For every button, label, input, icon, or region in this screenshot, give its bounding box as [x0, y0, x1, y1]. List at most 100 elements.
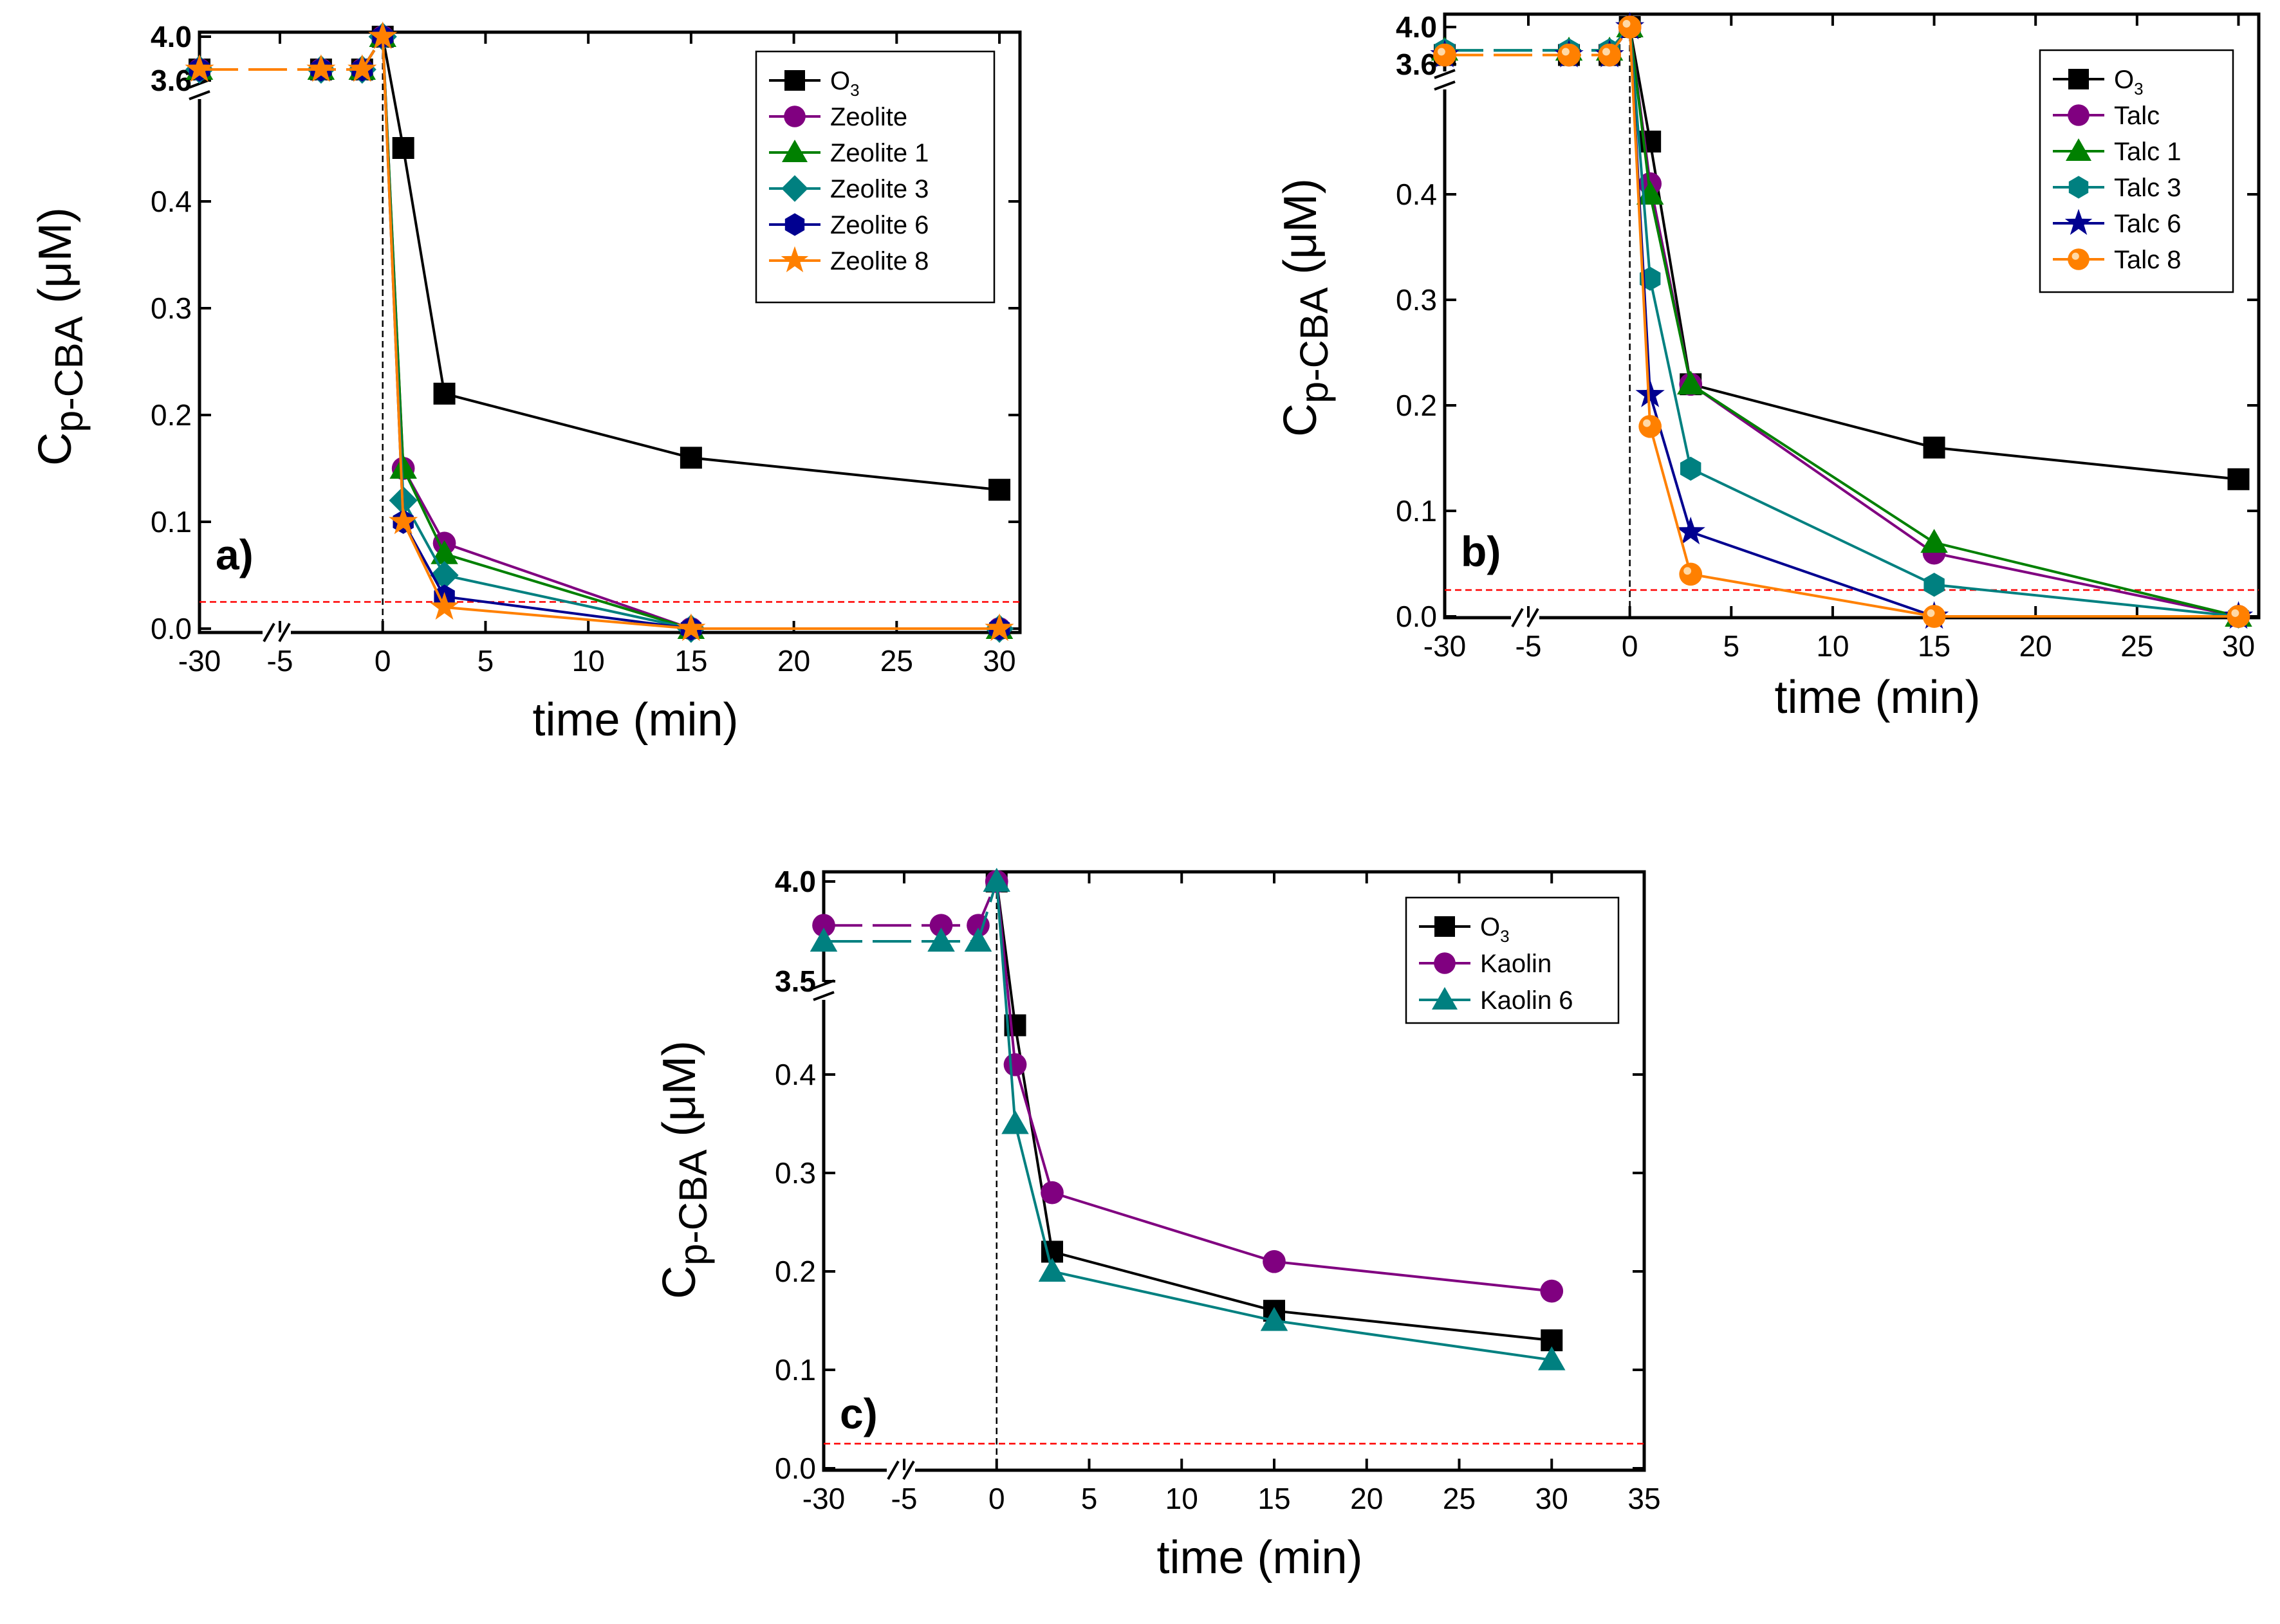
x-tick-label: 10: [1816, 629, 1849, 663]
y-axis-label: Cp-CBA (μM): [30, 207, 91, 466]
legend-marker: [784, 70, 805, 91]
series-baseline: [824, 881, 998, 927]
series-baseline: [199, 35, 384, 71]
data-point: [985, 613, 1014, 641]
y-tick-label: 0.3: [1396, 283, 1437, 317]
legend-marker: [2068, 104, 2090, 126]
legend-label: Zeolite 6: [830, 211, 929, 239]
data-point: [1923, 573, 1945, 597]
x-tick-label: 20: [777, 644, 810, 678]
x-tick-label: 30: [1535, 1482, 1568, 1515]
x-tick-label: -5: [1515, 629, 1542, 663]
data-point: [431, 540, 458, 564]
chart-panel-1: -30 -5 0 5 10 15 20 25 300.00.10.20.30.43.64.0O3…: [30, 20, 1022, 746]
data-point: [1003, 1053, 1027, 1076]
x-tick-label: 15: [1918, 629, 1951, 663]
legend-marker: [2066, 138, 2091, 161]
data-point: [1038, 1257, 1066, 1282]
series-baseline: [824, 881, 998, 943]
y-tick-label: 0.4: [151, 185, 192, 218]
x-axis-break-mark: [263, 623, 275, 642]
x-tick-label: 10: [572, 644, 605, 678]
x-tick-label: -30: [178, 644, 221, 678]
y-tick-label: 0.2: [151, 398, 192, 432]
y-tick-label: 0.0: [1396, 600, 1437, 633]
data-point: [927, 927, 955, 952]
x-axis-break-mark: [278, 623, 291, 642]
y-axis-break-mark: [1434, 80, 1456, 91]
series-baseline: [1445, 26, 1631, 52]
legend-label: Kaolin 6: [1480, 986, 1573, 1015]
y-tick-label: 0.3: [151, 291, 192, 325]
data-point: [1635, 379, 1665, 407]
plot-frame: [822, 870, 1646, 1472]
data-point: [389, 454, 417, 479]
legend-marker: [781, 246, 809, 273]
x-tick-label: 30: [983, 644, 1015, 678]
y-tick-label-upper: 4.0: [151, 20, 192, 53]
data-point: [983, 867, 1010, 892]
data-point: [1557, 43, 1580, 67]
data-point: [1920, 528, 1948, 553]
panel-label: b): [1461, 528, 1501, 575]
data-point: [348, 54, 377, 82]
y-tick-label-upper: 4.0: [775, 865, 816, 898]
x-tick-label: 15: [674, 644, 707, 678]
x-tick-label: 15: [1257, 1482, 1290, 1515]
data-point: [392, 137, 414, 159]
data-point: [1001, 1110, 1029, 1134]
data-point: [1923, 436, 1945, 459]
plot-frame: [1443, 12, 2261, 620]
legend-marker: [1434, 952, 1456, 974]
data-point: [1676, 370, 1705, 395]
data-point: [429, 592, 459, 620]
x-tick-label: 0: [1622, 629, 1638, 663]
y-axis-label: Cp-CBA (μM): [1275, 178, 1336, 437]
y-tick-label-upper: 4.0: [1396, 10, 1437, 44]
legend: O3 Kaolin Kaolin 6: [1405, 896, 1620, 1024]
legend-label: Talc 8: [2114, 246, 2182, 274]
y-tick-label: 0.1: [1396, 494, 1437, 528]
x-axis-break-mark: [887, 1461, 900, 1480]
chart-panel-3: -30 -5 0 5 10 15 20 25 30 35 0.0 0.1 0.2 0.3 0.4 3.5 4.0…: [654, 865, 1661, 1583]
data-point: [2227, 605, 2250, 628]
data-point: [368, 21, 398, 50]
data-point: [1263, 1250, 1286, 1273]
data-point: [1598, 43, 1621, 67]
x-tick-label: 10: [1165, 1482, 1198, 1515]
legend-label: Talc 6: [2114, 210, 2182, 238]
data-point: [389, 506, 418, 535]
x-tick-label: 20: [1350, 1482, 1383, 1515]
data-point: [1679, 562, 1703, 586]
data-point: [1618, 15, 1642, 39]
x-tick-label: 5: [1081, 1482, 1098, 1515]
data-point: [810, 927, 838, 952]
x-tick-label: 5: [477, 644, 494, 678]
x-tick-label: -30: [802, 1482, 845, 1515]
y-tick-label-upper: 3.5: [775, 964, 816, 998]
legend-marker: [2068, 69, 2089, 89]
data-point: [680, 447, 702, 469]
plot-frame: [198, 30, 1022, 634]
y-axis-label: Cp-CBA (μM): [654, 1040, 715, 1299]
data-point: [929, 914, 953, 937]
x-tick-label: 0: [988, 1482, 1005, 1515]
data-point: [1638, 414, 1662, 438]
x-tick-label: 5: [1723, 629, 1739, 663]
data-point: [1538, 1346, 1566, 1370]
data-point: [1680, 456, 1701, 481]
panel-label: a): [216, 531, 254, 578]
legend-label: Talc 3: [2114, 174, 2182, 202]
x-tick-label: 30: [2222, 629, 2255, 663]
x-axis-label: time (min): [1157, 1532, 1363, 1583]
y-tick-label: 0.0: [151, 612, 192, 645]
data-point: [1433, 43, 1456, 67]
x-tick-label: 35: [1627, 1482, 1660, 1515]
data-point: [676, 613, 706, 641]
legend-label-subscript: 3: [1500, 927, 1509, 946]
legend-label: O3: [1480, 913, 1510, 946]
x-tick-label: 20: [2019, 629, 2052, 663]
data-point: [988, 479, 1011, 501]
